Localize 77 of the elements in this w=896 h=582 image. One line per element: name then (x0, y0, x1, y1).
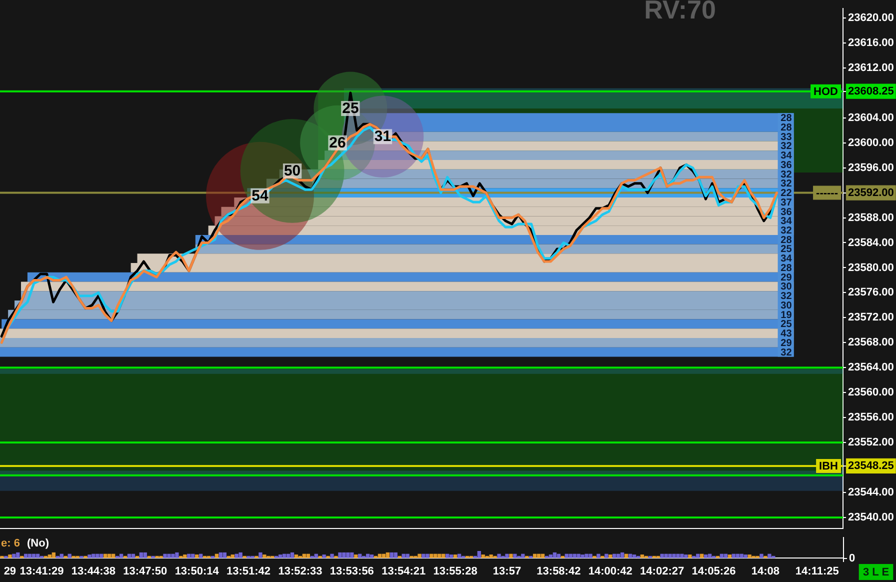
y-tick-label: 23552.00 (848, 436, 894, 449)
band-label: 29 (780, 338, 792, 349)
x-tick-label: 14:08 (751, 566, 780, 578)
band-label: 36 (780, 206, 792, 218)
data-label: 26 (329, 134, 346, 152)
band-label: 34 (780, 216, 792, 228)
x-tick-label: 13:55:28 (433, 566, 478, 578)
y-tick-label: 23588.00 (848, 212, 894, 224)
x-tick-label: 13:54:21 (382, 566, 426, 578)
x-tick-label: 13:50:14 (174, 566, 220, 578)
band-label: 28 (780, 234, 792, 246)
x-tick-label: 13:53:56 (330, 566, 374, 578)
y-tick-label: 23568.00 (848, 336, 894, 349)
band-label: 36 (780, 160, 792, 171)
y-tick-label: 23616.00 (848, 36, 894, 49)
band-label: 32 (780, 226, 792, 237)
band-label: 34 (780, 150, 792, 162)
y-tick-label: 23620.00 (848, 12, 894, 24)
ref-line-label: ------ (816, 187, 838, 200)
x-tick-label: 14:11:25 (795, 566, 839, 578)
y-tick-label: 23592.00 (848, 186, 894, 199)
band-label: 25 (780, 244, 792, 256)
band-label: 29 (780, 272, 792, 284)
band-label: 34 (780, 254, 792, 265)
band-label: 28 (780, 113, 792, 124)
data-label: 25 (342, 100, 359, 118)
x-tick-label: 29 (4, 566, 16, 578)
band-label: 30 (780, 300, 792, 312)
band-label: 32 (780, 178, 792, 190)
x-tick-label: 14:05:26 (692, 566, 736, 578)
band-label: 28 (780, 262, 792, 274)
ref-line-label: HOD (814, 86, 838, 98)
y-tick-label: 23572.00 (848, 312, 894, 324)
band-label: 32 (780, 169, 792, 180)
y-tick-label: 23596.00 (848, 162, 894, 174)
x-tick-label: 14:02:27 (640, 566, 684, 578)
y-tick-label: 23600.00 (848, 136, 894, 149)
y-tick-label: 23556.00 (848, 412, 894, 424)
x-tick-label: 13:51:42 (226, 566, 271, 578)
annotation: RV:70 (644, 0, 716, 25)
y-tick-label: 23560.00 (848, 386, 894, 399)
x-tick-label: 13:41:29 (20, 566, 64, 578)
y-tick-label: 23604.00 (848, 112, 894, 124)
y-tick-label: 23580.00 (848, 262, 894, 274)
band-label: 25 (780, 319, 792, 330)
y-tick-label: 23608.25 (848, 85, 894, 98)
x-tick-label: 13:58:42 (536, 566, 581, 578)
band-label: 32 (780, 291, 792, 302)
x-tick-label: 13:47:50 (123, 566, 168, 578)
x-tick-label: 13:44:38 (71, 566, 116, 578)
y-tick-label: 23576.00 (848, 286, 894, 299)
band-label: 43 (780, 328, 792, 340)
band-label: 28 (780, 122, 792, 134)
ref-line-label: IBH (819, 460, 838, 472)
band-label: 32 (780, 347, 792, 358)
text: e: 6 (1, 538, 20, 550)
text: (No) (27, 538, 50, 550)
data-label: 31 (374, 128, 392, 146)
band-label: 33 (780, 132, 792, 143)
band-label: 22 (780, 188, 792, 200)
y-tick-label: 23548.25 (848, 460, 894, 472)
data-label: 54 (252, 188, 270, 205)
y-tick-label: 23612.00 (848, 62, 894, 74)
x-tick-label: 13:57 (492, 566, 522, 578)
band-label: 37 (780, 197, 792, 208)
band-label: 32 (780, 141, 792, 152)
band-label: 30 (780, 282, 792, 293)
x-tick-label: 13:52:33 (278, 566, 322, 578)
y-tick-label: 23564.00 (848, 362, 894, 374)
data-label: 50 (284, 162, 301, 180)
y-tick-label: 23544.00 (848, 486, 894, 499)
y-tick-label: 23540.00 (848, 512, 894, 524)
y-tick-label: 23584.00 (848, 236, 894, 249)
text: 0 (849, 552, 856, 565)
text: 3 L E (862, 566, 890, 579)
band-label: 19 (780, 310, 792, 321)
x-tick-label: 14:00:42 (588, 566, 632, 578)
